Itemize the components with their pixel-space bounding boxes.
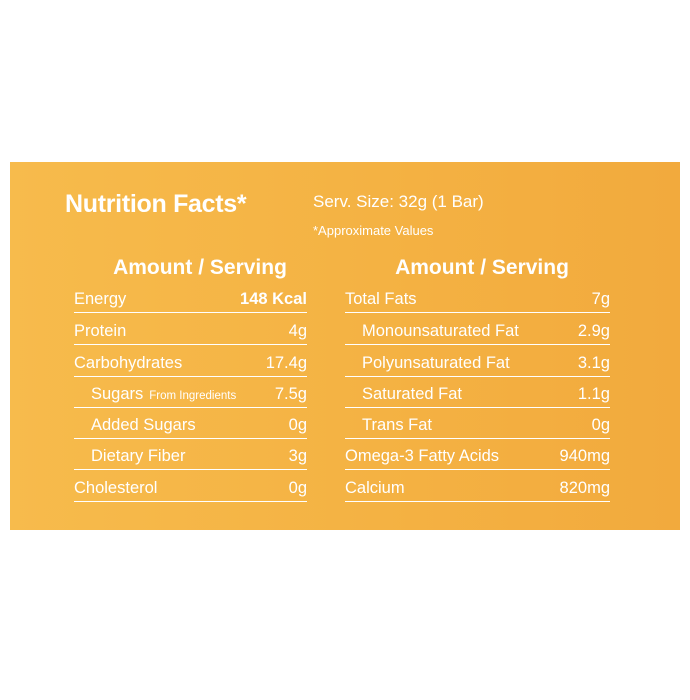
label: Added Sugars [91, 416, 196, 434]
label: Total Fats [345, 290, 417, 308]
serving-size: Serv. Size: 32g (1 Bar) [313, 192, 484, 211]
nutrient-row: Polyunsaturated Fat 3.1g [345, 350, 610, 377]
value: 3g [288, 447, 307, 465]
label: Calcium [345, 479, 405, 497]
nutrient-row: Protein 4g [74, 318, 307, 345]
nutrient-row: Dietary Fiber 3g [74, 443, 307, 470]
value: 820mg [559, 479, 610, 497]
title: Nutrition Facts* [65, 190, 247, 218]
nutrient-row: Energy 148 Kcal [74, 286, 307, 313]
value: 0g [288, 479, 307, 497]
label: Dietary Fiber [91, 447, 186, 465]
nutrition-panel: Nutrition Facts* Serv. Size: 32g (1 Bar)… [10, 162, 680, 530]
column-heading: Amount / Serving [113, 256, 287, 279]
value: 148 Kcal [240, 290, 307, 308]
nutrient-row: Omega-3 Fatty Acids 940mg [345, 443, 610, 470]
label: Cholesterol [74, 479, 158, 497]
value: 2.9g [577, 322, 610, 340]
nutrient-row: Cholesterol 0g [74, 475, 307, 502]
value: 0g [591, 416, 610, 434]
value: 4g [288, 322, 307, 340]
nutrient-row: Added Sugars 0g [74, 412, 307, 439]
label: Protein [74, 322, 127, 340]
nutrient-row: Total Fats 7g [345, 286, 610, 313]
label-group: Sugars From Ingredients [74, 385, 236, 404]
nutrient-row: Trans Fat 0g [345, 412, 610, 439]
value: 7g [591, 290, 610, 308]
value: 7.5g [274, 385, 307, 403]
label: Carbohydrates [74, 354, 183, 372]
label: Polyunsaturated Fat [362, 354, 510, 372]
nutrient-row: Monounsaturated Fat 2.9g [345, 318, 610, 345]
label: Saturated Fat [362, 385, 462, 403]
label-note: From Ingredients [149, 390, 237, 402]
nutrient-row: Calcium 820mg [345, 475, 610, 502]
nutrient-row: Carbohydrates 17.4g [74, 350, 307, 377]
value: 1.1g [577, 385, 610, 403]
value: 17.4g [265, 354, 307, 372]
note: *Approximate Values [313, 223, 434, 238]
nutrient-row: Sugars From Ingredients 7.5g [74, 381, 307, 408]
label: Energy [74, 290, 127, 308]
label: Trans Fat [362, 416, 432, 434]
value: 0g [288, 416, 307, 434]
column-heading: Amount / Serving [395, 256, 569, 279]
nutrient-row: Saturated Fat 1.1g [345, 381, 610, 408]
label: Omega-3 Fatty Acids [345, 447, 500, 465]
value: 3.1g [577, 354, 610, 372]
label: Sugars [91, 385, 144, 403]
label: Monounsaturated Fat [362, 322, 519, 340]
value: 940mg [559, 447, 610, 465]
